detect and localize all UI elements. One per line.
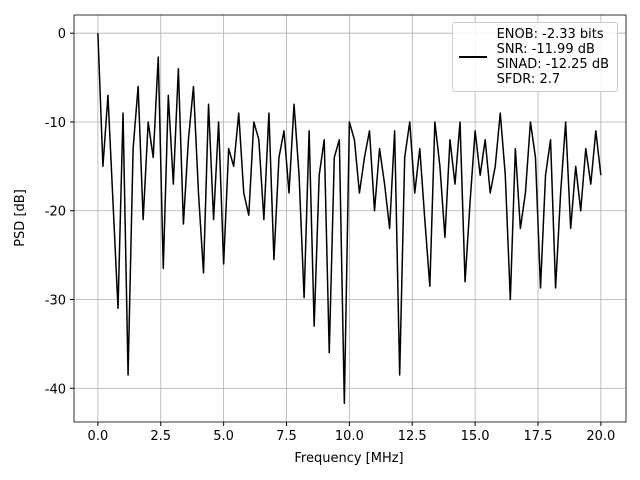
y-axis-label: PSD [dB]: [13, 189, 28, 247]
x-tick-label: 20.0: [586, 429, 615, 444]
y-tick-label: -20: [45, 205, 66, 220]
legend-label: ENOB: -2.33 bits SNR: -11.99 dB SINAD: -…: [496, 27, 609, 87]
x-tick-label: 7.5: [276, 429, 297, 444]
x-tick-label: 0.0: [88, 429, 109, 444]
x-tick-label: 17.5: [524, 429, 553, 444]
x-tick-label: 12.5: [398, 429, 427, 444]
y-tick-label: 0: [58, 27, 66, 42]
y-tick-label: -30: [45, 294, 66, 309]
x-tick-label: 2.5: [150, 429, 171, 444]
x-tick-label: 15.0: [461, 429, 490, 444]
legend: ENOB: -2.33 bits SNR: -11.99 dB SINAD: -…: [451, 22, 618, 92]
y-tick-label: -40: [45, 382, 66, 397]
y-tick-label: -10: [45, 116, 66, 131]
data-line: [97, 33, 602, 405]
legend-swatch: [458, 56, 487, 58]
x-axis-label: Frequency [MHz]: [294, 451, 403, 466]
x-tick-label: 10.0: [335, 429, 364, 444]
plot-frame: [73, 14, 627, 423]
x-tick-label: 5.0: [213, 429, 234, 444]
